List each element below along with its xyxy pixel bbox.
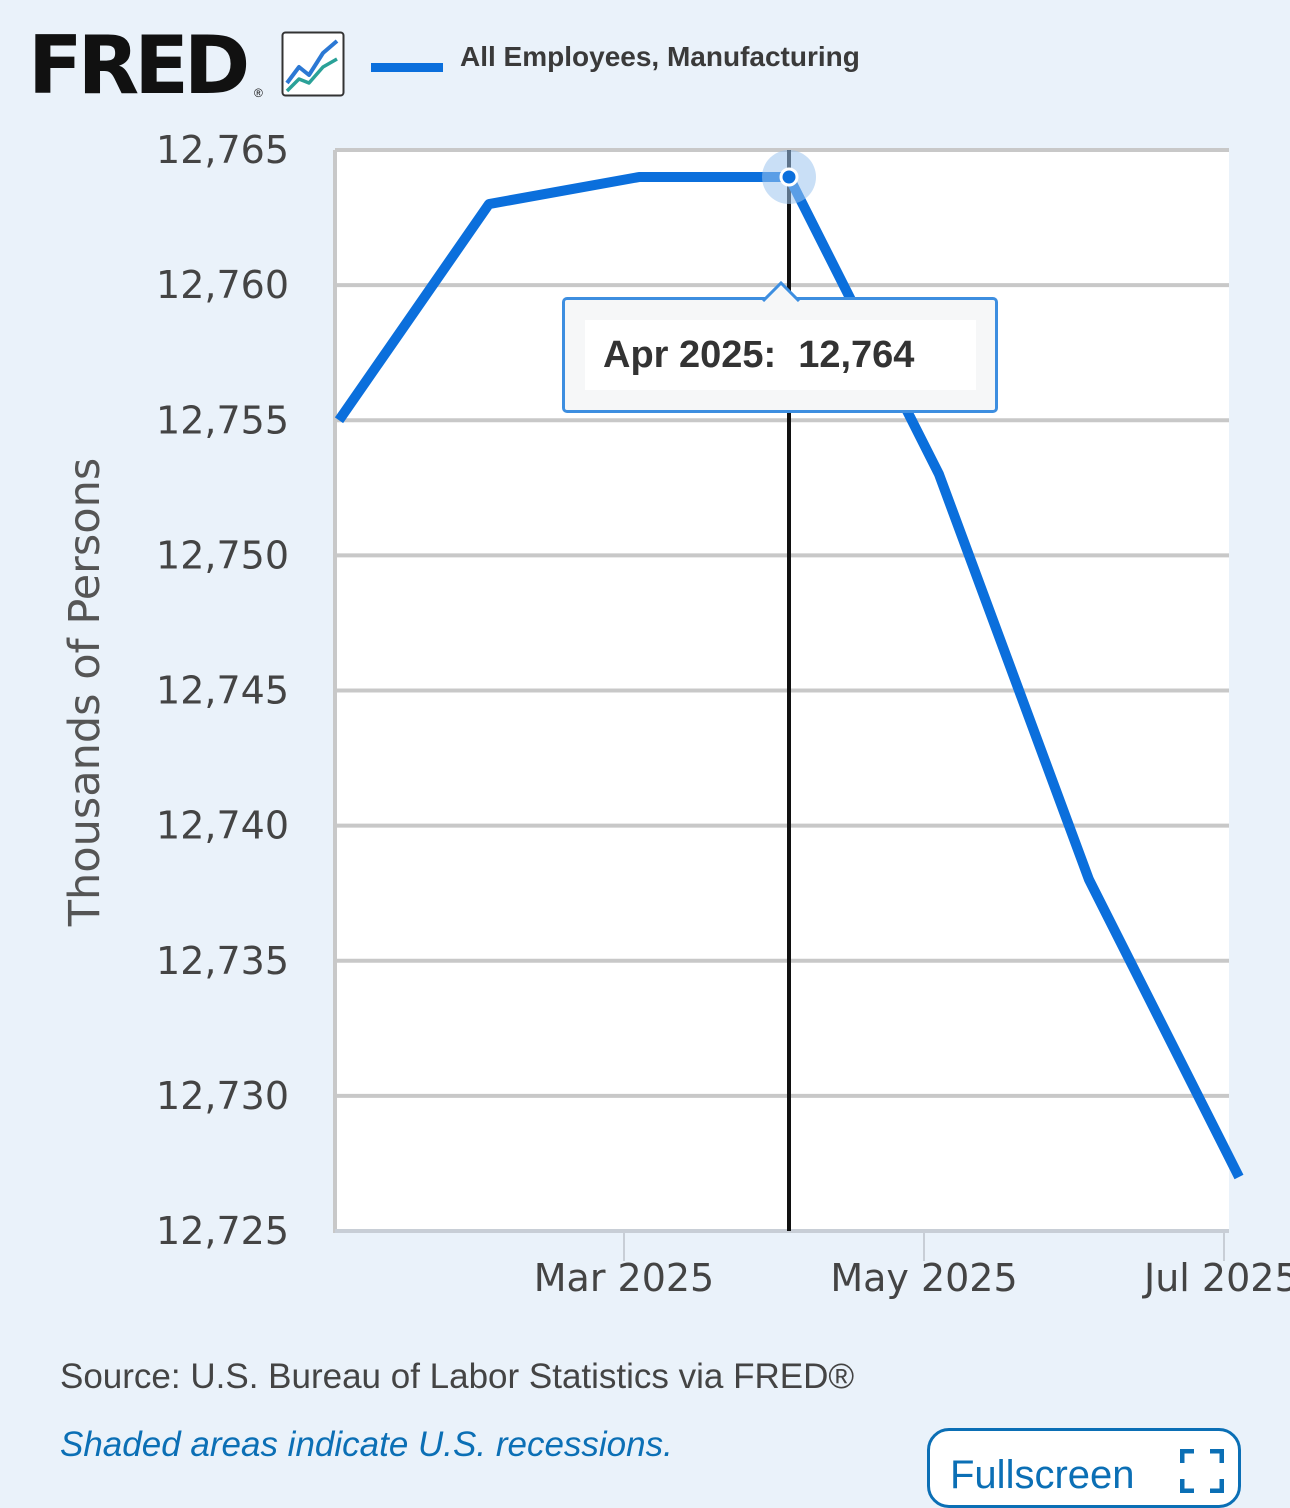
y-tick-label: 12,740 bbox=[156, 804, 289, 848]
x-tick-label: Mar 2025 bbox=[534, 1256, 714, 1300]
fred-graph-icon bbox=[281, 31, 345, 97]
hover-point[interactable] bbox=[779, 167, 799, 187]
y-axis-title: Thousands of Persons bbox=[60, 458, 110, 927]
data-point[interactable] bbox=[338, 419, 340, 421]
source-note: Source: U.S. Bureau of Labor Statistics … bbox=[60, 1357, 855, 1396]
fullscreen-icon bbox=[1180, 1449, 1224, 1493]
y-tick-label: 12,755 bbox=[156, 398, 289, 442]
y-tick-label: 12,745 bbox=[156, 669, 289, 713]
y-tick-label: 12,765 bbox=[156, 128, 289, 172]
tooltip-body: Apr 2025: 12,764 bbox=[585, 320, 976, 390]
data-point[interactable] bbox=[1088, 879, 1090, 881]
tooltip-text: Apr 2025: 12,764 bbox=[603, 334, 914, 377]
chart-header: FRED ® All Employees, Manufacturing bbox=[28, 19, 1268, 112]
tooltip-date: Apr 2025: bbox=[603, 334, 777, 376]
line-chart[interactable]: 12,765 12,760 12,755 12,750 12,745 12,740 12,7… bbox=[0, 0, 1290, 1340]
y-tick-label: 12,725 bbox=[156, 1209, 289, 1253]
x-tick-labels: Mar 2025 May 2025 Jul 2025 bbox=[534, 1256, 1290, 1300]
legend-label[interactable]: All Employees, Manufacturing bbox=[460, 41, 860, 72]
x-tick-label: May 2025 bbox=[830, 1256, 1017, 1300]
legend-swatch bbox=[371, 63, 443, 72]
y-tick-label: 12,760 bbox=[156, 263, 289, 307]
fullscreen-label: Fullscreen bbox=[950, 1453, 1135, 1497]
axes bbox=[333, 150, 1229, 1261]
x-tick-label: Jul 2025 bbox=[1142, 1256, 1290, 1300]
recession-note[interactable]: Shaded areas indicate U.S. recessions. bbox=[60, 1425, 673, 1464]
data-point[interactable] bbox=[488, 203, 490, 205]
fred-logo[interactable]: FRED bbox=[28, 19, 250, 112]
data-point[interactable] bbox=[1238, 1176, 1240, 1178]
y-tick-label: 12,750 bbox=[156, 533, 289, 577]
fred-logo-registered: ® bbox=[254, 86, 263, 100]
data-tooltip: Apr 2025: 12,764 bbox=[562, 280, 998, 413]
y-tick-label: 12,735 bbox=[156, 939, 289, 983]
tooltip-pointer bbox=[761, 280, 801, 302]
data-point[interactable] bbox=[938, 473, 940, 475]
y-tick-labels: 12,765 12,760 12,755 12,750 12,745 12,740 12,7… bbox=[156, 128, 289, 1253]
data-point[interactable] bbox=[638, 176, 640, 178]
y-tick-label: 12,730 bbox=[156, 1074, 289, 1118]
tooltip-value: 12,764 bbox=[798, 334, 915, 376]
fullscreen-button[interactable]: Fullscreen bbox=[927, 1428, 1241, 1508]
